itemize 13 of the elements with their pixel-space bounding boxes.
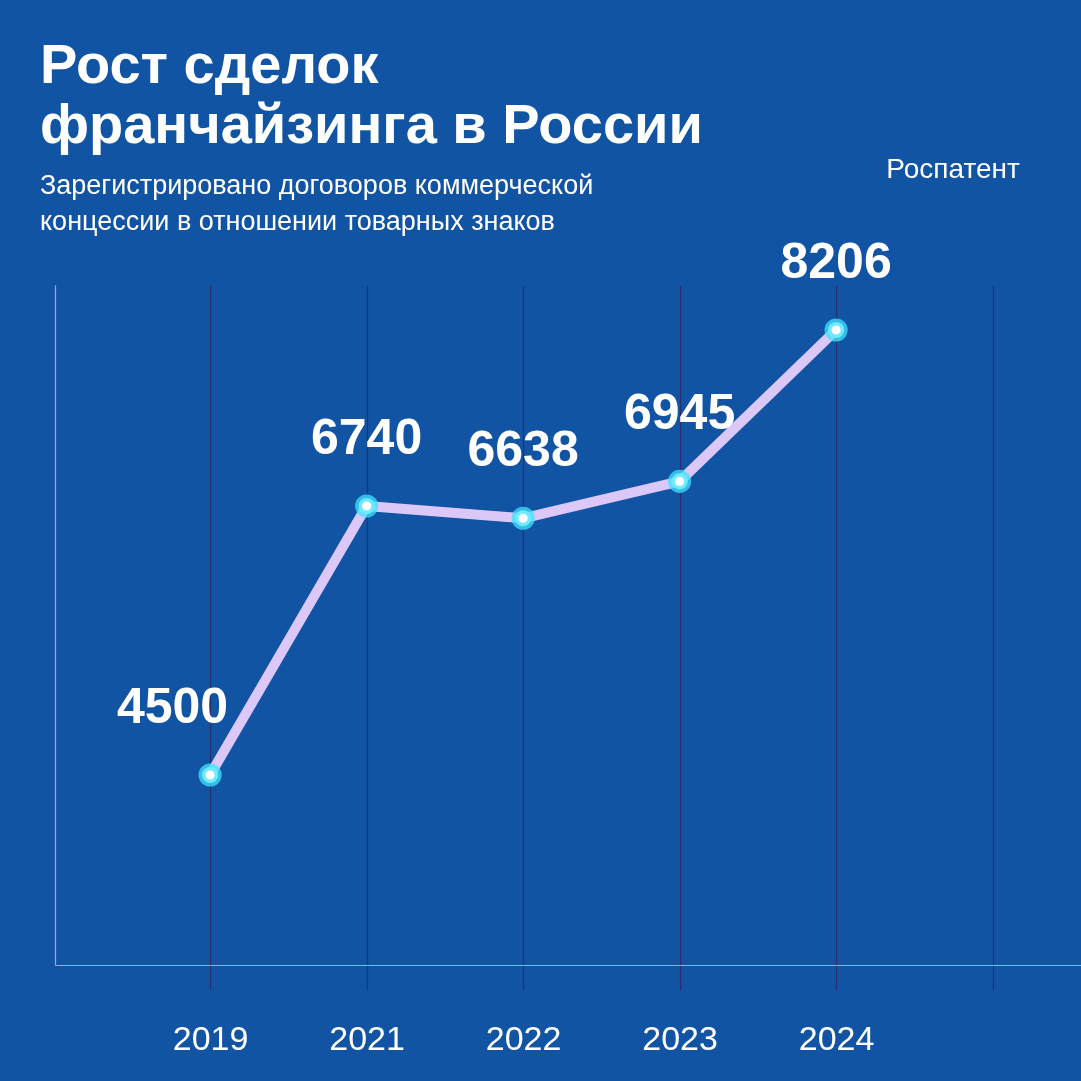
data-label: 6740 [311,409,423,466]
x-tick-label: 2021 [329,1018,405,1057]
data-label: 6945 [623,384,736,441]
data-label: 6638 [467,421,579,478]
chart-subtitle: Зарегистрировано договоров коммерческой концессии в отношении товарных знаков [40,170,594,236]
data-label: 8206 [780,233,892,289]
chart-title: Рост сделок франчайзинга в России [40,32,703,155]
x-tick-label: 2023 [642,1018,718,1057]
text: Роспатент [886,153,1020,184]
x-tick-label: 2019 [172,1018,249,1057]
data-label: 4500 [116,678,229,734]
x-tick-label: 2024 [798,1018,875,1057]
x-tick-label: 2022 [485,1018,562,1057]
